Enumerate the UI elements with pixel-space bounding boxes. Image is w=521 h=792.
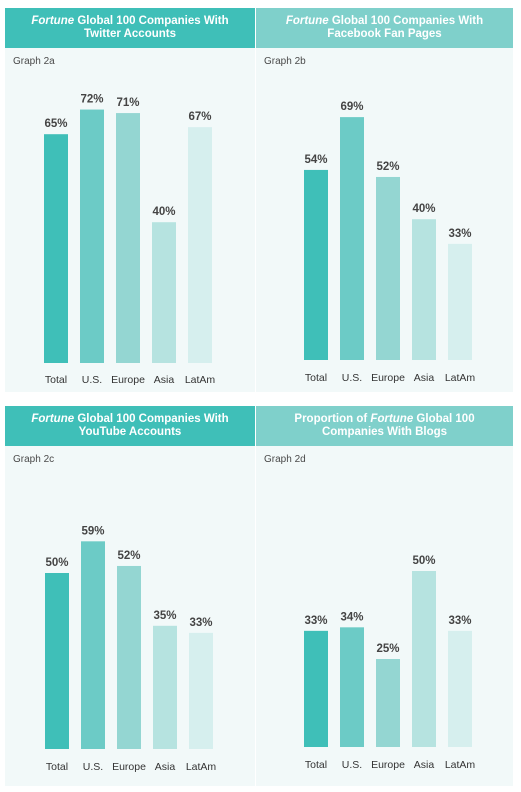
header-prefix: Proportion of xyxy=(294,413,371,425)
bar-latam xyxy=(189,632,213,749)
category-label: LatAm xyxy=(185,374,216,386)
category-label: U.S. xyxy=(82,374,102,386)
bar-total xyxy=(304,169,328,360)
bar-latam xyxy=(448,243,472,360)
category-label: Total xyxy=(305,759,327,771)
category-label: U.S. xyxy=(342,759,362,771)
bar-us xyxy=(340,627,364,747)
category-label: Total xyxy=(46,761,68,773)
bar-us xyxy=(340,117,364,361)
header-italic: Fortune xyxy=(31,413,75,425)
category-label: Asia xyxy=(414,372,435,384)
bar-asia xyxy=(412,571,436,747)
bar-value-label: 72% xyxy=(80,94,103,106)
chart-panel-2b: Fortune Global 100 Companies With Facebo… xyxy=(256,8,513,392)
category-label: LatAm xyxy=(445,372,476,384)
bar-value-label: 33% xyxy=(448,228,471,240)
chart-header-2b: Fortune Global 100 Companies With Facebo… xyxy=(256,8,513,48)
bar-latam xyxy=(188,127,212,363)
bar-value-label: 34% xyxy=(340,611,363,623)
bar-value-label: 67% xyxy=(188,111,211,123)
category-label: Europe xyxy=(112,761,146,773)
header-italic: Fortune xyxy=(285,15,329,27)
bar-chart-2d: 33% Total 34% U.S. 25% Europe 50% Asia 33% LatAm xyxy=(304,555,476,771)
bar-value-label: 35% xyxy=(153,610,176,622)
bar-value-label: 52% xyxy=(376,161,399,173)
header-italic: Fortune xyxy=(370,413,414,425)
bar-chart-2c: 50% Total 59% U.S. 52% Europe 35% Asia 33% LatAm xyxy=(45,525,217,773)
category-label: Europe xyxy=(371,759,405,771)
category-label: Total xyxy=(305,372,327,384)
bar-europe xyxy=(376,176,400,360)
bar-asia xyxy=(412,219,436,360)
bar-value-label: 33% xyxy=(448,615,471,627)
chart-header-2c: Fortune Global 100 Companies With YouTub… xyxy=(5,406,255,446)
bar-value-label: 40% xyxy=(412,203,435,215)
category-label: U.S. xyxy=(342,372,362,384)
chart-panel-2c: Fortune Global 100 Companies With YouTub… xyxy=(5,406,255,786)
bar-value-label: 69% xyxy=(340,101,363,113)
category-label: Europe xyxy=(111,374,145,386)
category-label: Asia xyxy=(155,761,176,773)
chart-panel-2d: Proportion of Fortune Global 100 Compani… xyxy=(256,406,513,786)
bar-us xyxy=(81,541,105,749)
header-text: Global 100 Companies With YouTube Accoun… xyxy=(74,413,229,438)
header-text: Global 100 Companies With Twitter Accoun… xyxy=(74,15,229,40)
bar-europe xyxy=(117,565,141,749)
bar-total xyxy=(304,630,328,747)
bar-value-label: 25% xyxy=(376,643,399,655)
bar-europe xyxy=(116,113,140,363)
bar-chart-2b: 54% Total 69% U.S. 52% Europe 40% Asia 33% LatAm xyxy=(304,101,476,384)
header-text: Global 100 Companies With Blogs xyxy=(321,413,475,438)
chart-header-2d: Proportion of Fortune Global 100 Compani… xyxy=(256,406,513,446)
bar-total xyxy=(44,134,68,363)
bar-value-label: 65% xyxy=(44,118,67,130)
bar-value-label: 59% xyxy=(81,525,104,537)
category-label: LatAm xyxy=(445,759,476,771)
graph-label: Graph 2d xyxy=(264,454,306,465)
bar-value-label: 54% xyxy=(304,154,327,166)
bar-total xyxy=(45,573,69,749)
bar-asia xyxy=(152,222,176,363)
bar-value-label: 52% xyxy=(117,550,140,562)
category-label: Asia xyxy=(414,759,435,771)
bar-latam xyxy=(448,630,472,747)
category-label: Asia xyxy=(154,374,175,386)
header-text: Global 100 Companies With Facebook Fan P… xyxy=(327,15,484,40)
bar-asia xyxy=(153,625,177,749)
header-italic: Fortune xyxy=(31,15,75,27)
graph-label: Graph 2c xyxy=(13,454,55,465)
bar-value-label: 40% xyxy=(152,206,175,218)
bar-us xyxy=(80,109,104,363)
bar-europe xyxy=(376,659,400,747)
graph-label: Graph 2a xyxy=(13,56,55,67)
bar-value-label: 50% xyxy=(412,555,435,567)
bar-value-label: 50% xyxy=(45,557,68,569)
graph-label: Graph 2b xyxy=(264,56,306,67)
bar-value-label: 33% xyxy=(189,617,212,629)
category-label: Total xyxy=(45,374,67,386)
category-label: LatAm xyxy=(186,761,217,773)
bar-value-label: 33% xyxy=(304,615,327,627)
chart-panel-2a: Fortune Global 100 Companies With Twitte… xyxy=(5,8,255,392)
category-label: Europe xyxy=(371,372,405,384)
bar-chart-2a: 65% Total 72% U.S. 71% Europe 40% Asia 67% LatAm xyxy=(44,94,216,386)
chart-header-2a: Fortune Global 100 Companies With Twitte… xyxy=(5,8,255,48)
bar-value-label: 71% xyxy=(116,97,139,109)
category-label: U.S. xyxy=(83,761,103,773)
